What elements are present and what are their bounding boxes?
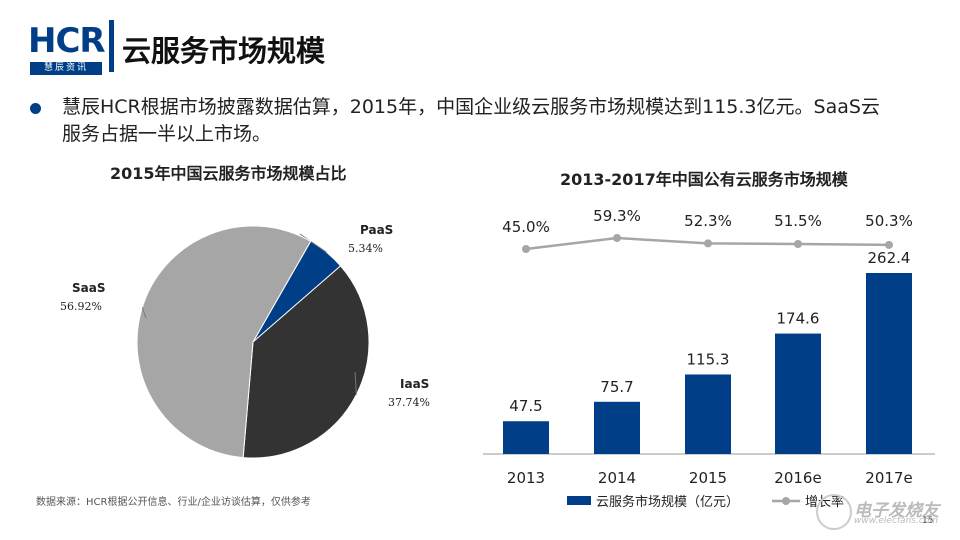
watermark: 电子发烧友 www.elecfans.com bbox=[812, 492, 952, 532]
logo-subtitle: 慧辰资讯 bbox=[30, 62, 102, 75]
bar-2015 bbox=[685, 374, 731, 454]
page-number: 15 bbox=[922, 516, 934, 526]
x-tick-2016e: 2016e bbox=[774, 469, 821, 487]
x-tick-2017e: 2017e bbox=[865, 469, 912, 487]
bar-label-2014: 75.7 bbox=[600, 378, 633, 396]
x-tick-2014: 2014 bbox=[598, 469, 636, 487]
logo-text: HCR bbox=[28, 21, 106, 61]
growth-point-2015 bbox=[704, 239, 712, 248]
pie-leader-paas bbox=[299, 233, 327, 253]
legend-bar-swatch bbox=[567, 496, 591, 505]
pie-value-iaas: 37.74% bbox=[388, 396, 430, 409]
bar-2017e bbox=[866, 273, 912, 454]
x-tick-2015: 2015 bbox=[689, 469, 727, 487]
pie-leader-saas bbox=[141, 307, 147, 319]
pie-value-paas: 5.34% bbox=[348, 242, 383, 255]
bullet-text: 慧辰HCR根据市场披露数据估算，2015年，中国企业级云服务市场规模达到115.… bbox=[62, 94, 942, 148]
bullet-icon bbox=[30, 103, 41, 114]
growth-label-2017e: 50.3% bbox=[865, 212, 913, 230]
bullet-line-2: 服务占据一半以上市场。 bbox=[62, 123, 272, 145]
bar-label-2016e: 174.6 bbox=[777, 310, 820, 328]
growth-label-2013: 45.0% bbox=[502, 218, 550, 236]
bullet-line-1: 慧辰HCR根据市场披露数据估算，2015年，中国企业级云服务市场规模达到115.… bbox=[62, 96, 880, 118]
growth-point-2017e bbox=[885, 240, 893, 249]
bar-label-2013: 47.5 bbox=[509, 397, 542, 415]
pie-label-paas: PaaS bbox=[360, 223, 393, 237]
watermark-icon bbox=[816, 494, 852, 530]
bar-2014 bbox=[594, 401, 640, 454]
growth-label-2016e: 51.5% bbox=[774, 212, 822, 230]
growth-point-2016e bbox=[794, 240, 802, 248]
legend-line-marker bbox=[782, 497, 790, 505]
pie-value-saas: 56.92% bbox=[60, 300, 102, 313]
pie-label-saas: SaaS bbox=[72, 281, 105, 295]
hcr-logo: HCR 慧辰资讯 bbox=[28, 21, 106, 75]
x-tick-2013: 2013 bbox=[507, 469, 545, 487]
growth-label-2015: 52.3% bbox=[684, 212, 732, 230]
legend-bar-label: 云服务市场规模（亿元） bbox=[596, 494, 739, 510]
watermark-text: 电子发烧友 bbox=[854, 501, 939, 521]
bar-label-2017e: 262.4 bbox=[868, 249, 911, 267]
pie-chart-title: 2015年中国云服务市场规模占比 bbox=[110, 164, 347, 183]
page-title: 云服务市场规模 bbox=[122, 34, 326, 68]
growth-label-2014: 59.3% bbox=[593, 207, 641, 225]
bar-2013 bbox=[503, 421, 549, 454]
growth-point-2014 bbox=[613, 234, 621, 242]
bar-2016e bbox=[775, 333, 821, 454]
growth-point-2013 bbox=[522, 245, 530, 253]
title-divider bbox=[109, 20, 114, 72]
bar-label-2015: 115.3 bbox=[687, 350, 730, 368]
pie-leader-iaas bbox=[354, 371, 357, 395]
source-note: 数据来源：HCR根据公开信息、行业/企业访谈估算，仅供参考 bbox=[36, 497, 311, 508]
watermark-url: www.elecfans.com bbox=[854, 516, 939, 526]
pie-label-iaas: IaaS bbox=[400, 377, 429, 391]
bar-chart-title: 2013-2017年中国公有云服务市场规模 bbox=[560, 170, 848, 189]
